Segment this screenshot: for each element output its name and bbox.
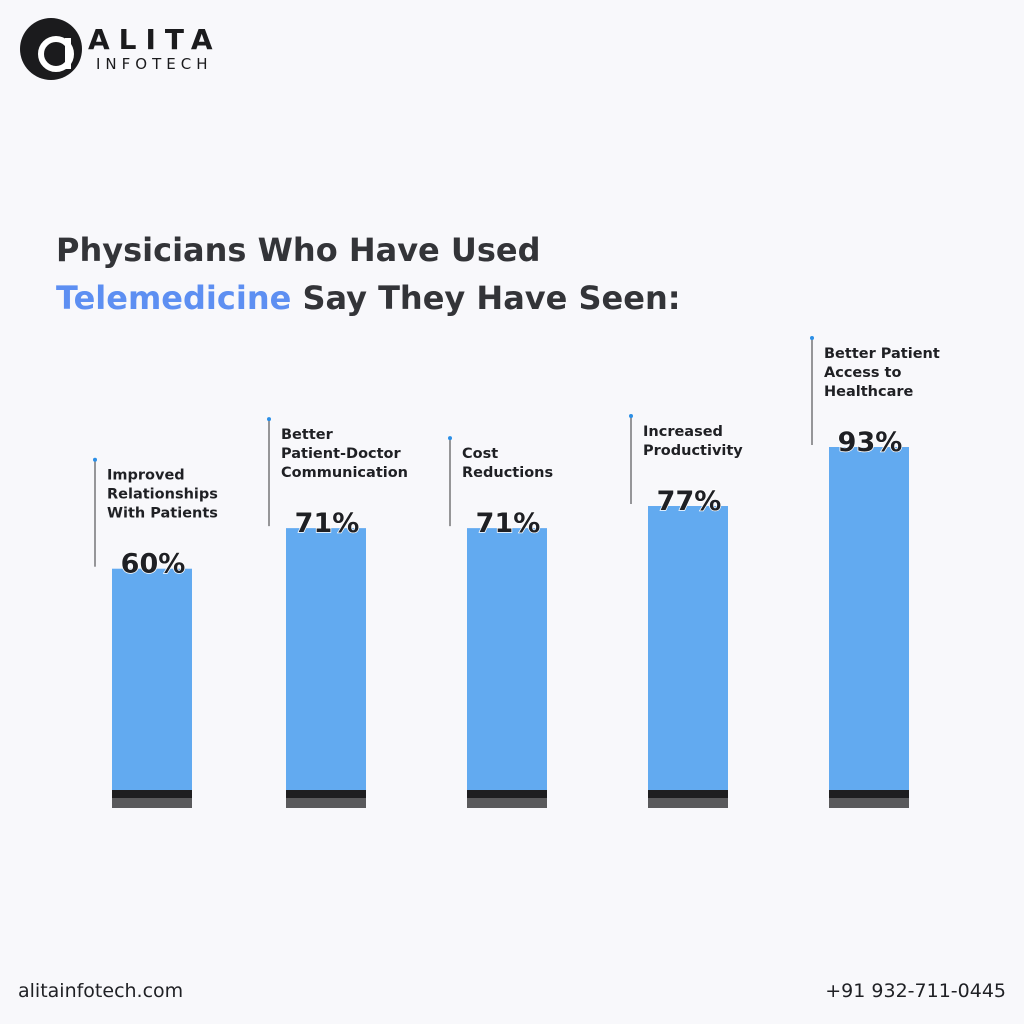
brand-subtitle: INFOTECH	[96, 55, 213, 73]
bar-base-grey-2	[286, 798, 366, 808]
bar-base-dark-3	[467, 790, 547, 798]
leader-pin-5	[810, 336, 814, 340]
category-label-3-line-2: Reductions	[462, 465, 553, 481]
category-label-5-line-2: Access to	[824, 365, 901, 381]
bar-base-grey-3	[467, 798, 547, 808]
chart-title-accent: Telemedicine	[56, 279, 292, 317]
bar-base-grey-5	[829, 798, 909, 808]
leader-pin-1	[93, 457, 97, 462]
category-label-5-line-3: Healthcare	[824, 384, 914, 400]
bar-1	[112, 568, 192, 790]
value-label-3: 71%	[476, 508, 541, 539]
bar-4	[648, 506, 728, 790]
bar-base-dark-1	[112, 790, 192, 798]
bar-base-dark-4	[648, 790, 728, 798]
chart-title-line1: Physicians Who Have Used	[56, 231, 541, 269]
bar-base-grey-1	[112, 798, 192, 808]
value-label-2: 71%	[295, 508, 360, 539]
leader-pin-3	[448, 436, 452, 441]
website-link[interactable]: alitainfotech.com	[18, 980, 184, 1002]
category-label-4-line-2: Productivity	[643, 443, 743, 459]
category-label-2-line-2: Patient-Doctor	[281, 446, 402, 462]
value-label-1: 60%	[121, 549, 186, 580]
bar-base-dark-2	[286, 790, 366, 798]
category-label-2-line-1: Better	[281, 427, 334, 443]
phone-number[interactable]: +91 932-711-0445	[825, 980, 1006, 1002]
value-label-4: 77%	[657, 486, 722, 517]
bar-5	[829, 447, 909, 790]
logo-text: ALITA INFOTECH	[88, 23, 222, 74]
category-label-1-line-1: Improved	[107, 468, 185, 484]
brand-logo: ALITA INFOTECH	[20, 18, 222, 80]
chart-title-line2: Telemedicine Say They Have Seen:	[56, 274, 681, 322]
value-label-5: 93%	[838, 427, 903, 458]
bar-2	[286, 528, 366, 790]
leader-pin-2	[267, 417, 271, 422]
category-label-4-line-1: Increased	[643, 424, 723, 440]
brand-name: ALITA	[88, 23, 222, 56]
category-label-2-line-3: Communication	[281, 465, 408, 481]
bar-base-grey-4	[648, 798, 728, 808]
category-label-1-line-3: With Patients	[107, 506, 218, 522]
category-label-1-line-2: Relationships	[107, 487, 218, 503]
leader-pin-4	[629, 414, 633, 419]
logo-mark-icon	[20, 18, 82, 80]
bar-base-dark-5	[829, 790, 909, 798]
bar-3	[467, 528, 547, 790]
chart-title: Physicians Who Have Used Telemedicine Sa…	[56, 226, 681, 322]
category-label-3-line-1: Cost	[462, 446, 498, 462]
category-label-5-line-1: Better Patient	[824, 346, 940, 362]
chart-title-line2-rest: Say They Have Seen:	[291, 279, 681, 317]
